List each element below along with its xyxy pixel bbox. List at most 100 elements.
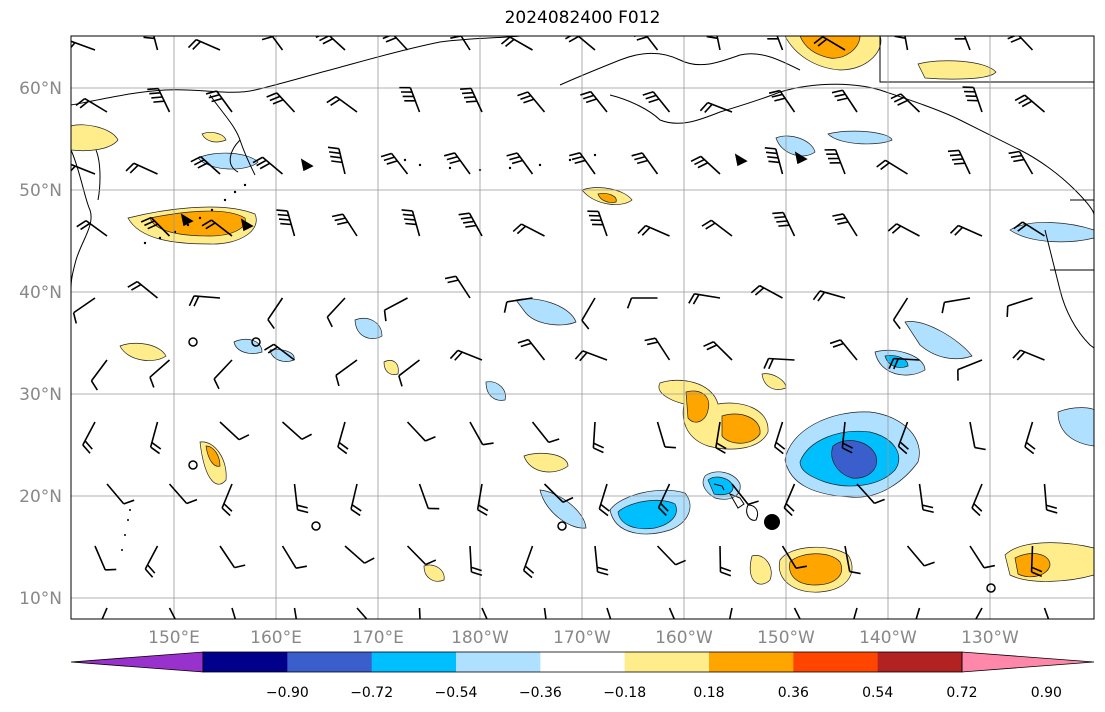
wind-barb-feather xyxy=(90,380,99,391)
wind-barb-feather xyxy=(234,564,246,569)
negative-anomaly-region xyxy=(904,321,973,359)
wind-barb-feather xyxy=(897,99,908,106)
wind-barb-staff xyxy=(398,359,420,377)
wind-barb-feather xyxy=(720,571,732,577)
wind-barb-feather xyxy=(75,97,86,107)
wind-barb-staff xyxy=(356,607,368,619)
wind-barb-feather xyxy=(449,349,459,360)
latitude-labels: 10°N 20°N 30°N 40°N 50°N 60°N xyxy=(19,79,62,609)
wind-barb-feather xyxy=(813,36,824,45)
wind-barb-feather xyxy=(581,319,590,330)
wind-barb-feather xyxy=(150,446,161,455)
wind-barb-feather xyxy=(123,499,135,505)
wind-barb-feather xyxy=(221,507,231,517)
lon-label-160w: 160°W xyxy=(655,628,713,648)
wind-barb-feather xyxy=(192,40,202,50)
wind-barb-feather xyxy=(834,217,846,221)
wind-barb-feather xyxy=(582,94,594,100)
wind-barb-feather xyxy=(832,213,844,217)
wind-barb-staff xyxy=(94,545,106,571)
wind-barb-staff xyxy=(281,421,303,440)
colorbar-tick-label: −0.72 xyxy=(350,685,393,701)
wind-barb-feather xyxy=(983,564,996,569)
wind-barb-feather xyxy=(574,350,584,360)
wind-barb-feather xyxy=(328,151,341,155)
wind-barb-feather xyxy=(503,301,508,313)
lat-label-20n: 20°N xyxy=(19,487,62,507)
calm-marker xyxy=(311,521,321,531)
wind-barb-feather xyxy=(259,162,271,170)
lon-label-150w: 150°W xyxy=(757,628,815,648)
wind-barb-feather xyxy=(471,571,483,577)
wind-barb-feather xyxy=(482,442,494,446)
wind-barb-staff xyxy=(656,421,666,448)
wind-barb-feather xyxy=(506,152,518,157)
wind-barb-feather xyxy=(445,28,456,30)
wind-barb-feather xyxy=(894,36,906,40)
wind-barb-feather xyxy=(454,351,463,361)
wind-barb-feather xyxy=(973,503,983,512)
wind-barb-staff xyxy=(406,545,427,566)
wind-barb-feather xyxy=(720,566,732,572)
wind-barb-feather xyxy=(636,36,648,41)
wind-barb-feather xyxy=(276,209,288,212)
wind-barb-feather xyxy=(954,226,964,236)
wind-barb-feather xyxy=(458,212,470,216)
wind-barb-feather xyxy=(658,507,667,517)
colorbar-tick-label: −0.18 xyxy=(603,685,646,701)
wind-barb-feather xyxy=(580,90,592,96)
wind-barb-feather xyxy=(754,287,765,296)
positive-anomaly-region xyxy=(523,452,569,473)
wind-barb-feather xyxy=(727,633,736,639)
wind-barb-feather xyxy=(1004,36,1006,37)
wind-barb-feather xyxy=(201,219,212,227)
wind-barb-feather xyxy=(922,504,934,509)
wind-barb-feather xyxy=(562,496,574,503)
wind-barb-feather xyxy=(385,37,397,43)
wind-barb-staff xyxy=(106,483,125,505)
wind-barb-feather xyxy=(775,441,786,450)
wind-barb-staff xyxy=(326,297,346,318)
wind-barb-staff xyxy=(975,607,983,619)
wind-barb-feather xyxy=(1046,504,1058,510)
positive-anomaly-region xyxy=(383,360,399,375)
colorbar-labels: −0.90 −0.72 −0.54 −0.36 −0.18 0.18 0.36 … xyxy=(266,685,1062,701)
wind-barb-staff xyxy=(957,359,983,371)
storm-center-marker xyxy=(764,514,780,530)
wind-barb-feather xyxy=(831,89,843,94)
wind-barb-feather xyxy=(892,319,901,330)
wind-barb-feather xyxy=(888,358,895,369)
wind-barb-staff xyxy=(418,607,421,619)
wind-barb-feather xyxy=(765,151,778,155)
wind-barb-feather xyxy=(144,568,154,578)
wind-barb-feather xyxy=(569,152,581,157)
wind-barb-feather xyxy=(149,376,155,388)
wind-barb-feather xyxy=(500,36,511,45)
wind-barb-feather xyxy=(664,446,676,449)
wind-barb-feather xyxy=(142,33,153,34)
wind-barb-feather xyxy=(894,32,905,34)
wind-barb-staff xyxy=(328,36,346,51)
wind-barb-feather xyxy=(326,95,337,104)
positive-anomaly-region xyxy=(201,132,227,143)
wind-barb-feather xyxy=(951,158,963,161)
wind-barb-feather xyxy=(337,446,348,455)
wind-barb-staff xyxy=(418,483,430,509)
wind-barb-feather xyxy=(71,41,72,42)
wind-barb-feather xyxy=(129,164,139,174)
lon-label-180w: 180°W xyxy=(451,628,509,648)
calm-marker xyxy=(557,521,567,531)
calm-marker xyxy=(188,337,198,347)
wind-barb-feather xyxy=(143,36,155,40)
wind-barb-feather xyxy=(767,358,774,370)
wind-barb-feather xyxy=(795,565,808,569)
wind-barb-feather xyxy=(568,36,580,43)
wind-barb-feather xyxy=(147,87,159,91)
wind-barb-feather xyxy=(131,283,142,291)
wind-barb-feather xyxy=(261,36,273,41)
wind-barb-feather xyxy=(72,312,78,324)
wind-barb-feather xyxy=(1013,221,1024,230)
positive-anomaly-region xyxy=(789,553,842,586)
wind-barb-feather xyxy=(974,446,986,451)
wind-barb-feather xyxy=(516,225,527,235)
